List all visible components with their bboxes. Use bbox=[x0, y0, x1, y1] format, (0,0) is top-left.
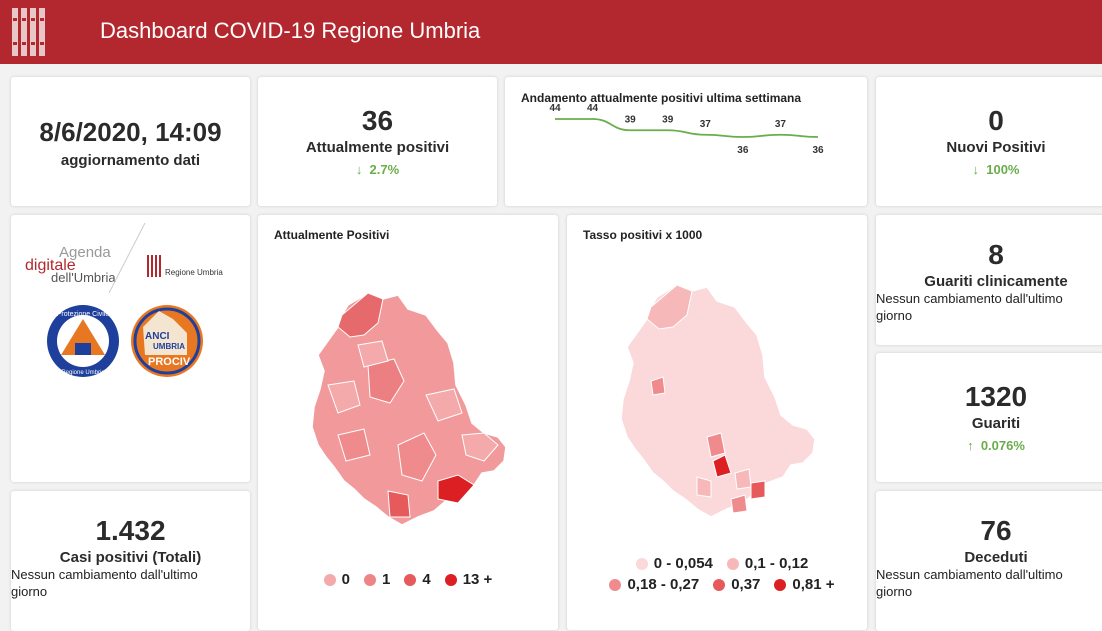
casi-totali-label: Casi positivi (Totali) bbox=[59, 549, 202, 566]
trend-sparkline: 44 44 39 39 37 36 37 36 bbox=[549, 103, 824, 156]
attualmente-positivi-label: Attualmente positivi bbox=[305, 139, 450, 156]
guariti-clinicamente-label: Guariti clinicamente bbox=[924, 273, 1068, 290]
nuovi-positivi-value: 0 bbox=[988, 105, 1004, 136]
attualmente-positivi-delta: ↓ 2.7% bbox=[258, 162, 497, 177]
legend-swatch-icon bbox=[323, 573, 336, 586]
regione-umbria-logo bbox=[12, 8, 45, 56]
legend-swatch-icon bbox=[444, 573, 457, 586]
legend-item: 0 bbox=[323, 571, 351, 588]
legend-item: 13 + bbox=[444, 571, 493, 588]
guariti-clinicamente-value: 8 bbox=[988, 239, 1004, 270]
protezione-civile-text: Protezione Civile bbox=[57, 311, 110, 318]
anci-text: ANCI bbox=[145, 331, 170, 342]
map-positivi-legend: 0 1 4 13 + bbox=[258, 571, 558, 588]
regione-umbria-small-logo: Regione Umbria bbox=[147, 255, 223, 277]
app-header: Dashboard COVID-19 Regione Umbria bbox=[0, 0, 1102, 64]
legend-item: 0 - 0,054 bbox=[635, 555, 713, 572]
legend-label: 4 bbox=[422, 571, 431, 588]
nuovi-positivi-delta: ↓ 100% bbox=[876, 162, 1102, 177]
map-tasso-legend: 0 - 0,054 0,1 - 0,12 0,18 - 0,27 0,37 0,81 + bbox=[587, 555, 857, 593]
dellumbria-word: dell'Umbria bbox=[51, 270, 116, 285]
prociv-text: PROCIV bbox=[148, 356, 191, 368]
trend-title: Andamento attualmente positivi ultima se… bbox=[521, 91, 802, 105]
update-label: aggiornamento dati bbox=[60, 152, 201, 169]
legend-label: 1 bbox=[382, 571, 391, 588]
update-datetime: 8/6/2020, 14:09 bbox=[39, 117, 222, 147]
legend-label: 0,81 + bbox=[792, 576, 835, 593]
map-tasso-title: Tasso positivi x 1000 bbox=[583, 228, 703, 242]
legend-swatch-icon bbox=[404, 573, 417, 586]
dashboard-title: Dashboard COVID-19 Regione Umbria bbox=[100, 18, 481, 43]
casi-totali-card: 1.432 Casi positivi (Totali) Nessun camb… bbox=[11, 491, 250, 631]
umbria-map-tasso[interactable] bbox=[607, 277, 832, 537]
deceduti-card: 76 Deceduti Nessun cambiamento dall'ulti… bbox=[876, 491, 1102, 631]
trend-data-label: 44 bbox=[587, 103, 599, 114]
nuovi-positivi-card: 0 Nuovi Positivi ↓ 100% bbox=[876, 77, 1102, 206]
nuovi-positivi-delta-value: 100% bbox=[986, 162, 1020, 177]
legend-label: 0 bbox=[341, 571, 351, 588]
logos-card: Agenda digitale dell'Umbria Regione Umbr… bbox=[11, 215, 250, 482]
nuovi-positivi-label: Nuovi Positivi bbox=[946, 139, 1046, 156]
update-card: 8/6/2020, 14:09 aggiornamento dati bbox=[11, 77, 250, 206]
legend-label: 13 + bbox=[462, 571, 493, 588]
attualmente-positivi-delta-value: 2.7% bbox=[369, 162, 400, 177]
legend-label: 0 - 0,054 bbox=[653, 555, 713, 572]
arrow-down-icon: ↓ bbox=[972, 162, 980, 177]
trend-data-label: 39 bbox=[662, 114, 674, 125]
arrow-down-icon: ↓ bbox=[355, 162, 363, 177]
legend-item: 0,37 bbox=[713, 576, 760, 593]
anci-umbria-text: UMBRIA bbox=[153, 342, 185, 351]
legend-swatch-icon bbox=[726, 557, 739, 570]
trend-data-label: 37 bbox=[700, 119, 712, 130]
casi-totali-value: 1.432 bbox=[95, 515, 166, 546]
legend-swatch-icon bbox=[713, 578, 726, 591]
legend-label: 0,1 - 0,12 bbox=[744, 555, 809, 572]
guariti-card: 1320 Guariti ↑ 0.076% bbox=[876, 353, 1102, 482]
arrow-up-icon: ↑ bbox=[967, 438, 974, 453]
guariti-clinicamente-card: 8 Guariti clinicamente Nessun cambiament… bbox=[876, 215, 1102, 345]
legend-item: 1 bbox=[364, 571, 390, 588]
trend-data-label: 36 bbox=[812, 145, 824, 156]
trend-data-label: 39 bbox=[625, 114, 637, 125]
protezione-region-text: Regione Umbria bbox=[61, 370, 105, 376]
agenda-digitale-logo: Agenda digitale dell'Umbria bbox=[25, 222, 146, 294]
partner-logos: Agenda digitale dell'Umbria Regione Umbr… bbox=[25, 222, 223, 377]
map-tasso-card: Tasso positivi x 1000 0 - 0,054 0,1 - 0,1… bbox=[567, 215, 867, 630]
umbria-map-positivi[interactable] bbox=[298, 285, 523, 545]
guariti-delta-value: 0.076% bbox=[980, 438, 1025, 453]
protezione-civile-logo: Protezione Civile Regione Umbria bbox=[47, 305, 119, 377]
trend-data-label: 37 bbox=[775, 119, 787, 130]
deceduti-note: Nessun cambiamento dall'ultimo giorno bbox=[876, 567, 1063, 599]
legend-item: 0,18 - 0,27 bbox=[609, 576, 699, 593]
legend-swatch-icon bbox=[774, 578, 787, 591]
trend-card: Andamento attualmente positivi ultima se… bbox=[505, 77, 867, 206]
legend-item: 0,1 - 0,12 bbox=[726, 555, 809, 572]
legend-item: 4 bbox=[404, 571, 431, 588]
legend-label: 0,18 - 0,27 bbox=[627, 576, 700, 593]
legend-swatch-icon bbox=[364, 573, 377, 586]
regione-umbria-text: Regione Umbria bbox=[165, 268, 223, 277]
map-positivi-card: Attualmente Positivi 0 1 4 13 + bbox=[258, 215, 558, 630]
map-positivi-title: Attualmente Positivi bbox=[274, 228, 390, 242]
agenda-word: Agenda bbox=[59, 244, 111, 261]
trend-data-label: 44 bbox=[549, 103, 561, 114]
guariti-label: Guariti bbox=[971, 415, 1021, 432]
deceduti-label: Deceduti bbox=[964, 549, 1028, 566]
legend-swatch-icon bbox=[609, 578, 622, 591]
anci-umbria-logo: ANCI UMBRIA PROCIV bbox=[131, 305, 203, 377]
guariti-clinicamente-note: Nessun cambiamento dall'ultimo giorno bbox=[876, 291, 1063, 323]
guariti-value: 1320 bbox=[964, 381, 1028, 412]
guariti-delta: ↑ 0.076% bbox=[876, 438, 1102, 453]
trend-data-label: 36 bbox=[737, 145, 749, 156]
attualmente-positivi-value: 36 bbox=[361, 105, 394, 136]
deceduti-value: 76 bbox=[980, 515, 1012, 546]
legend-swatch-icon bbox=[635, 557, 648, 570]
legend-label: 0,37 bbox=[731, 576, 761, 593]
trend-line bbox=[555, 118, 819, 138]
digitale-word: digitale bbox=[25, 257, 76, 274]
legend-item: 0,81 + bbox=[774, 576, 835, 593]
casi-totali-note: Nessun cambiamento dall'ultimo giorno bbox=[11, 567, 198, 599]
attualmente-positivi-card: 36 Attualmente positivi ↓ 2.7% bbox=[258, 77, 497, 206]
